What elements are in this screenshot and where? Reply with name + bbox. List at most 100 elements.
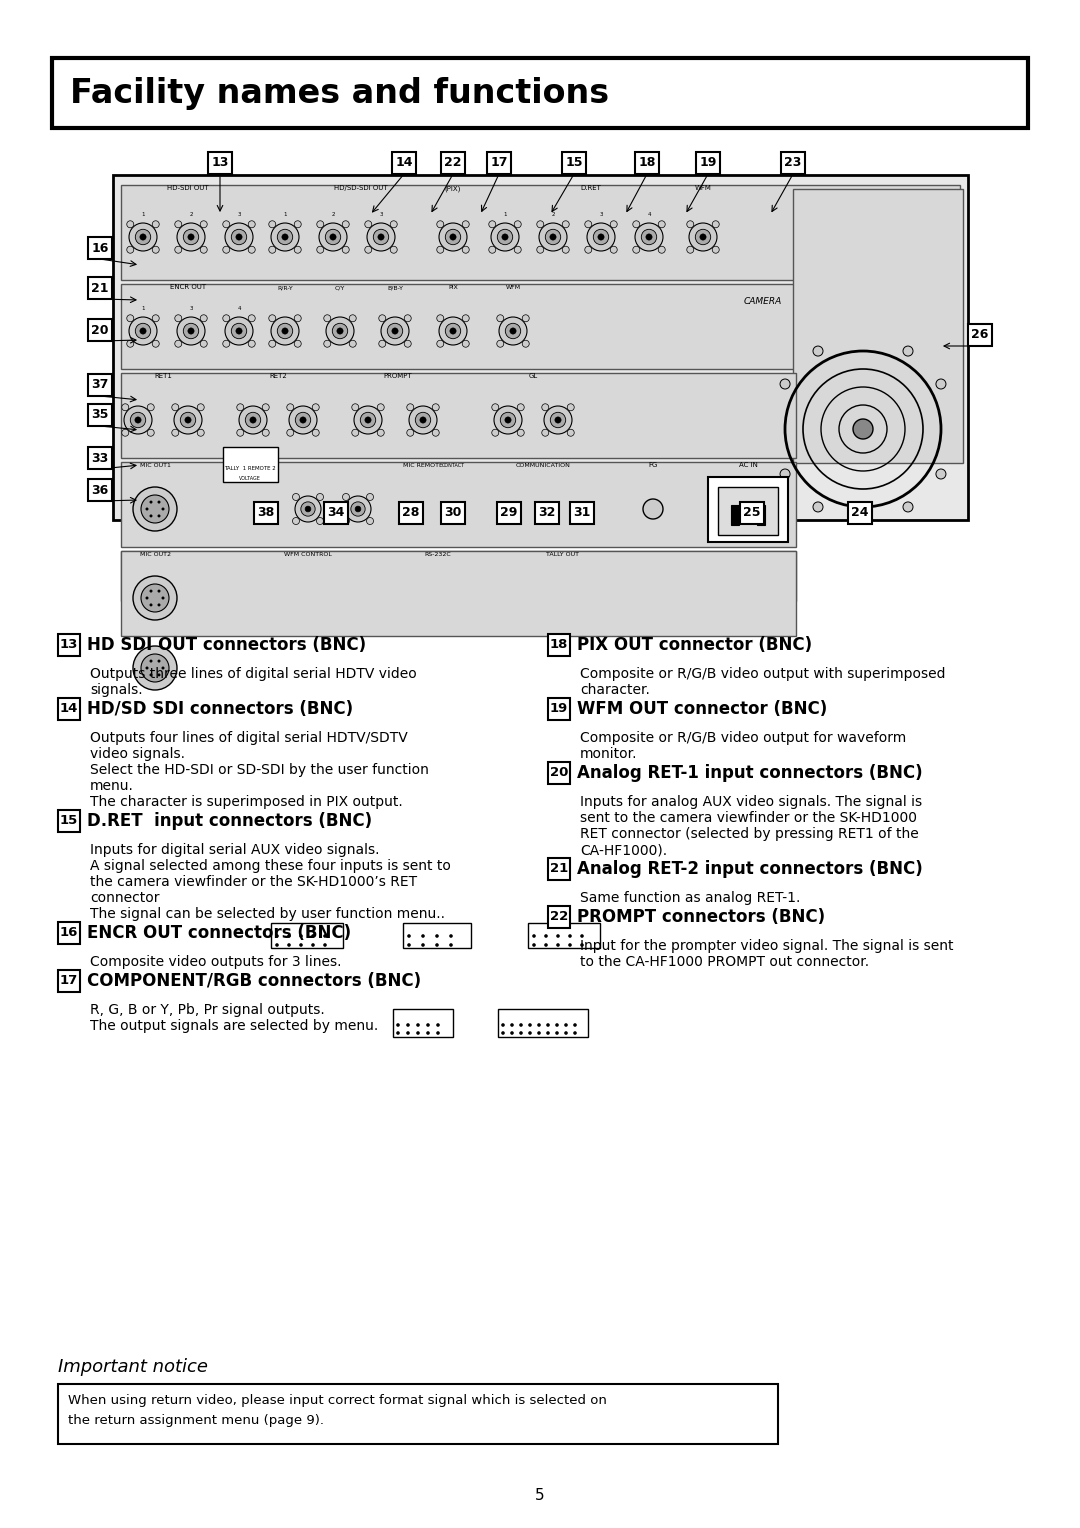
Text: 33: 33 [92,451,109,465]
Circle shape [407,403,414,411]
Circle shape [222,246,230,254]
Text: CA-HF1000).: CA-HF1000). [580,843,667,857]
Circle shape [378,234,384,240]
Text: D.RET  input connectors (BNC): D.RET input connectors (BNC) [87,811,373,830]
Circle shape [365,246,372,254]
Bar [113,176,968,520]
Circle shape [499,316,527,345]
Circle shape [177,223,205,251]
Text: (PIX): (PIX) [445,185,461,191]
Bar [968,324,993,345]
Circle shape [162,596,164,599]
Circle shape [158,674,161,677]
Bar [708,477,788,542]
Bar [548,698,570,720]
Circle shape [361,413,376,428]
Circle shape [584,246,592,254]
Circle shape [537,246,543,254]
Circle shape [421,943,424,947]
Circle shape [278,324,293,339]
Circle shape [172,403,179,411]
Text: the camera viewfinder or the SK-HD1000’s RET: the camera viewfinder or the SK-HD1000’s… [90,876,417,889]
Bar [441,503,465,524]
Circle shape [146,507,149,510]
Circle shape [497,341,503,347]
Circle shape [406,1031,409,1034]
Bar [535,503,559,524]
Text: ENCR OUT: ENCR OUT [170,284,206,290]
Circle shape [269,220,275,228]
Text: Facility names and functions: Facility names and functions [70,76,609,110]
Circle shape [689,223,717,251]
Text: 5: 5 [536,1487,544,1502]
Circle shape [642,229,657,244]
Circle shape [135,324,151,339]
Circle shape [239,406,267,434]
Circle shape [126,315,134,322]
Circle shape [235,234,242,240]
Text: 18: 18 [550,639,568,651]
Bar [528,923,600,947]
Text: R, G, B or Y, Pb, Pr signal outputs.: R, G, B or Y, Pb, Pr signal outputs. [90,1002,325,1018]
Circle shape [519,1024,523,1027]
Text: character.: character. [580,683,650,697]
Bar [121,284,796,368]
Text: Inputs for digital serial AUX video signals.: Inputs for digital serial AUX video sign… [90,843,379,857]
Bar [87,237,112,260]
Circle shape [311,943,314,947]
Circle shape [390,220,397,228]
Circle shape [567,429,575,435]
Circle shape [584,220,592,228]
Bar [399,503,423,524]
Circle shape [126,220,134,228]
Bar [121,461,796,547]
Text: 2: 2 [332,212,335,217]
Text: WFM OUT connector (BNC): WFM OUT connector (BNC) [577,700,827,718]
Bar [87,478,112,501]
Circle shape [282,234,288,240]
Circle shape [365,220,372,228]
Circle shape [436,220,444,228]
Circle shape [329,234,336,240]
Circle shape [345,497,372,523]
Text: Same function as analog RET-1.: Same function as analog RET-1. [580,891,800,905]
Circle shape [491,429,499,435]
Text: The signal can be selected by user function menu..: The signal can be selected by user funct… [90,908,445,921]
Circle shape [497,229,513,244]
Circle shape [556,934,559,938]
Circle shape [133,646,177,691]
Text: RS-232C: RS-232C [424,552,451,558]
Circle shape [643,500,663,520]
Circle shape [237,403,244,411]
Circle shape [299,934,302,938]
Circle shape [813,345,823,356]
Circle shape [421,934,424,938]
Text: 36: 36 [92,483,109,497]
Circle shape [388,324,403,339]
Circle shape [435,934,438,938]
Circle shape [131,413,146,428]
Circle shape [289,406,318,434]
Circle shape [610,246,618,254]
Text: signals.: signals. [90,683,143,697]
Text: MIC OUT1: MIC OUT1 [139,463,171,468]
Circle shape [505,417,511,423]
Circle shape [379,315,386,322]
Circle shape [396,1031,400,1034]
Bar [718,487,778,535]
Text: 2: 2 [189,212,192,217]
Circle shape [903,501,913,512]
Circle shape [324,341,330,347]
Circle shape [687,220,693,228]
Circle shape [200,246,207,254]
Circle shape [449,934,453,938]
Circle shape [135,417,141,423]
Circle shape [222,315,230,322]
Circle shape [544,406,572,434]
Circle shape [539,223,567,251]
Circle shape [149,515,152,518]
Text: 22: 22 [550,911,568,923]
Text: 3: 3 [599,212,603,217]
Bar [121,552,796,636]
Circle shape [462,246,469,254]
